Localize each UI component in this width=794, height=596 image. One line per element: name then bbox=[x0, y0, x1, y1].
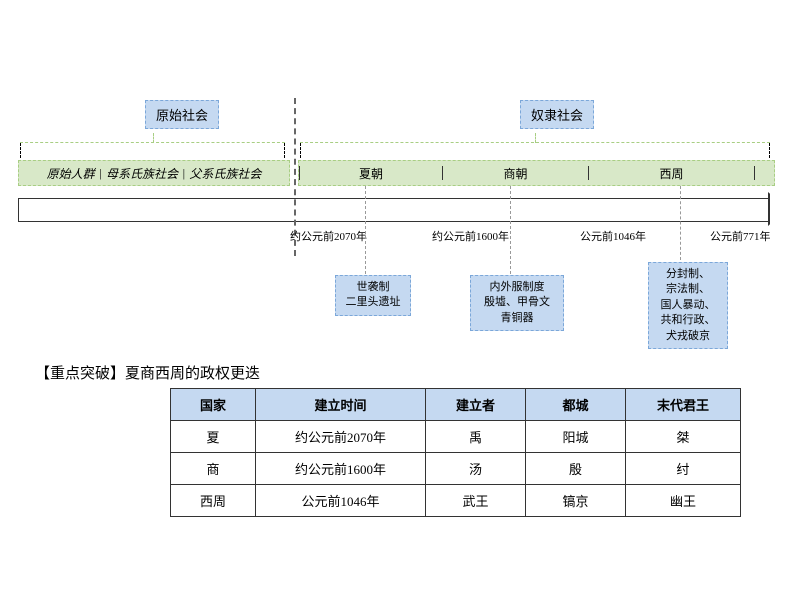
cell: 幽王 bbox=[626, 485, 741, 517]
cell: 殷 bbox=[526, 453, 626, 485]
connector-0 bbox=[365, 186, 366, 274]
era-primitive-label: 原始社会 bbox=[156, 108, 208, 123]
cell: 镐京 bbox=[526, 485, 626, 517]
th-1: 建立时间 bbox=[256, 389, 426, 421]
band2-seg0: 夏朝 bbox=[359, 167, 383, 181]
th-0: 国家 bbox=[171, 389, 256, 421]
date-1: 约公元前1600年 bbox=[432, 228, 509, 244]
note-shang-l0: 内外服制度 bbox=[477, 280, 557, 295]
note-zhou-l1: 宗法制、 bbox=[655, 282, 721, 297]
note-shang-l2: 青铜器 bbox=[477, 311, 557, 326]
note-zhou-l2: 国人暴动、 bbox=[655, 298, 721, 313]
cell: 阳城 bbox=[526, 421, 626, 453]
band-dynasties: 夏朝 商朝 西周 bbox=[298, 160, 775, 186]
cell: 夏 bbox=[171, 421, 256, 453]
cell: 西周 bbox=[171, 485, 256, 517]
section-title: 【重点突破】夏商西周的政权更迭 bbox=[35, 362, 260, 383]
brace-left bbox=[20, 142, 285, 153]
brace-right bbox=[300, 142, 770, 153]
band1-seg2: 父系氏族社会 bbox=[189, 165, 261, 182]
connector-1 bbox=[510, 186, 511, 274]
date-0: 约公元前2070年 bbox=[290, 228, 367, 244]
th-3: 都城 bbox=[526, 389, 626, 421]
band1-seg0: 原始人群 bbox=[47, 165, 95, 182]
band-primitive: 原始人群 | 母系氏族社会 | 父系氏族社会 bbox=[18, 160, 290, 186]
note-xia-l0: 世袭制 bbox=[342, 280, 404, 295]
th-2: 建立者 bbox=[426, 389, 526, 421]
note-shang: 内外服制度 殷墟、甲骨文 青铜器 bbox=[470, 275, 564, 331]
note-zhou: 分封制、 宗法制、 国人暴动、 共和行政、 犬戎破京 bbox=[648, 262, 728, 349]
date-3: 公元前771年 bbox=[710, 228, 771, 244]
cell: 纣 bbox=[626, 453, 741, 485]
era-primitive: 原始社会 bbox=[145, 100, 219, 129]
cell: 禹 bbox=[426, 421, 526, 453]
band2-seg2: 西周 bbox=[659, 167, 683, 181]
table-row: 西周 公元前1046年 武王 镐京 幽王 bbox=[171, 485, 741, 517]
cell: 武王 bbox=[426, 485, 526, 517]
note-shang-l1: 殷墟、甲骨文 bbox=[477, 295, 557, 310]
table-header-row: 国家 建立时间 建立者 都城 末代君王 bbox=[171, 389, 741, 421]
cell: 汤 bbox=[426, 453, 526, 485]
connector-2 bbox=[680, 186, 681, 260]
cell: 约公元前2070年 bbox=[256, 421, 426, 453]
dynasty-table: 国家 建立时间 建立者 都城 末代君王 夏 约公元前2070年 禹 阳城 桀 商… bbox=[170, 388, 741, 517]
timeline-arrow-head bbox=[770, 193, 788, 225]
date-2: 公元前1046年 bbox=[580, 228, 646, 244]
table-row: 夏 约公元前2070年 禹 阳城 桀 bbox=[171, 421, 741, 453]
th-4: 末代君王 bbox=[626, 389, 741, 421]
era-slave-label: 奴隶社会 bbox=[531, 108, 583, 123]
table-row: 商 约公元前1600年 汤 殷 纣 bbox=[171, 453, 741, 485]
era-slave: 奴隶社会 bbox=[520, 100, 594, 129]
band2-seg1: 商朝 bbox=[503, 167, 527, 181]
note-xia: 世袭制 二里头遗址 bbox=[335, 275, 411, 316]
cell: 商 bbox=[171, 453, 256, 485]
timeline-arrow bbox=[18, 198, 771, 222]
note-zhou-l0: 分封制、 bbox=[655, 267, 721, 282]
band1-seg1: 母系氏族社会 bbox=[106, 165, 178, 182]
cell: 桀 bbox=[626, 421, 741, 453]
cell: 公元前1046年 bbox=[256, 485, 426, 517]
cell: 约公元前1600年 bbox=[256, 453, 426, 485]
note-zhou-l4: 犬戎破京 bbox=[655, 329, 721, 344]
note-zhou-l3: 共和行政、 bbox=[655, 313, 721, 328]
note-xia-l1: 二里头遗址 bbox=[342, 295, 404, 310]
